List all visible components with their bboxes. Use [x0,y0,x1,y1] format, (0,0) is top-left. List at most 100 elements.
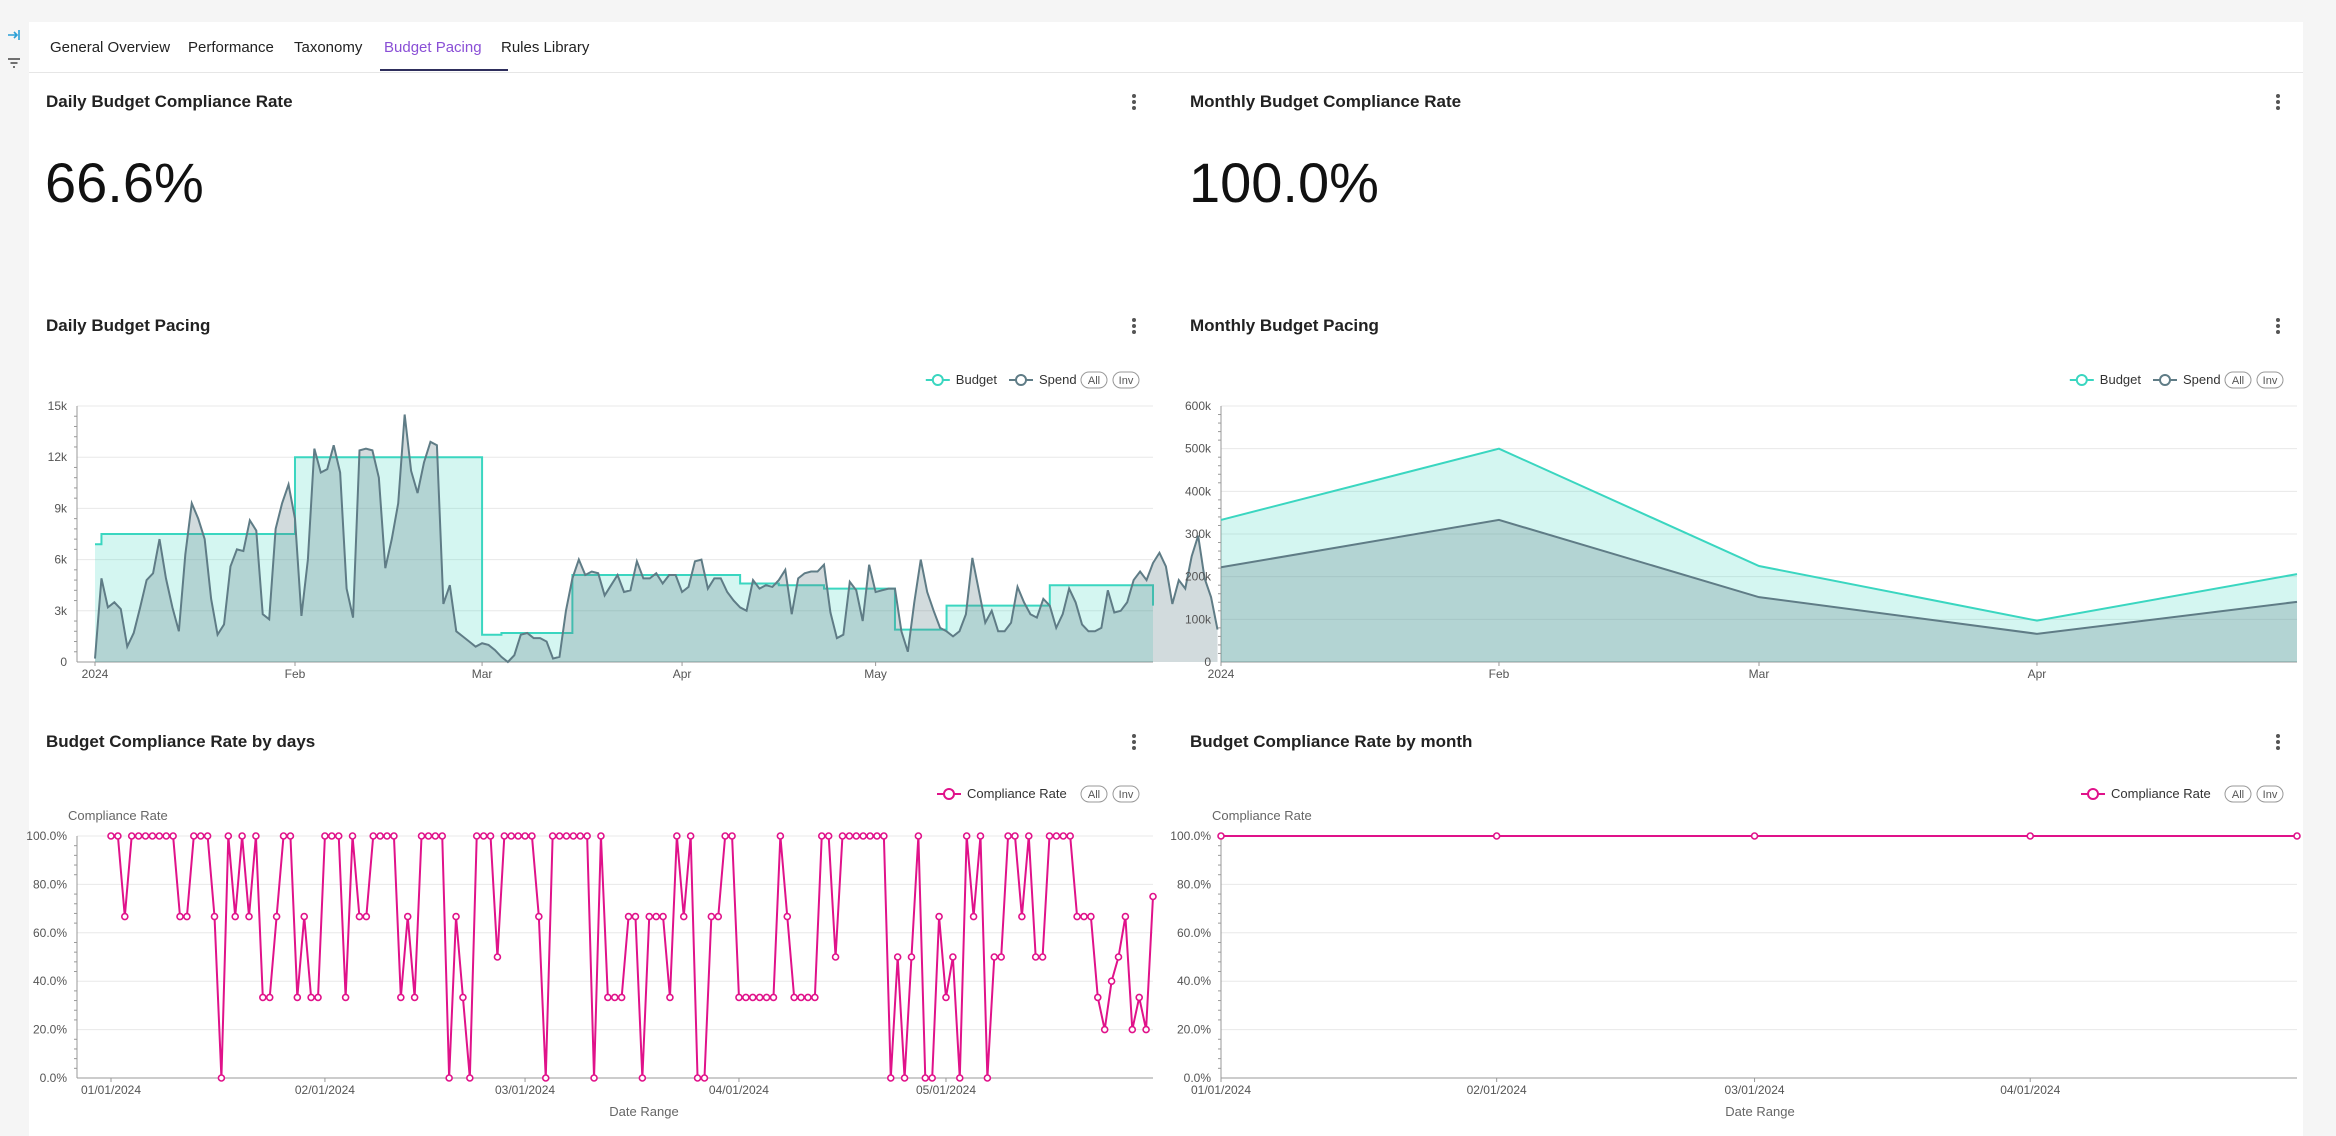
compliance-point [1031,953,1040,961]
compliance-point [203,832,212,840]
compliance-point [1492,832,1501,840]
compliance-point [397,993,405,1002]
x-tick-label: 03/01/2024 [495,1083,555,1097]
compliance-point [369,832,378,840]
left-rail [0,0,28,1136]
compliance-point [845,832,854,840]
kebab-menu-icon[interactable] [2271,315,2285,337]
tab-performance[interactable]: Performance [188,39,274,56]
y-tick-label: 80.0% [33,877,67,891]
compliance-point [362,912,371,921]
compliance-point [721,832,729,840]
kebab-menu-icon[interactable] [2271,731,2285,753]
compliance-point [1004,832,1012,840]
compliance-point [1128,1025,1137,1034]
x-tick-label: 03/01/2024 [1725,1083,1785,1097]
compliance-point [976,832,985,840]
compliance-point [790,993,798,1002]
compliance-point [942,993,950,1002]
compliance-point [562,832,571,840]
compliance-point [217,1074,226,1082]
collapse-right-icon[interactable] [5,26,23,44]
budget-series-line [1220,447,2298,622]
compliance-point [1093,993,1102,1002]
compliance-point [893,953,902,961]
compliance-point [314,993,322,1002]
compliance-point [1750,832,1759,840]
compliance-point [190,832,198,840]
tab-general-overview[interactable]: General Overview [50,39,171,56]
compliance-point [155,832,164,840]
compliance-point [162,832,171,840]
compliance-point [279,832,288,840]
legend-label: Compliance Rate [967,786,1067,801]
compliance-point [693,1074,702,1082]
legend-pill-label: Inv [2263,789,2278,801]
tab-rules-library[interactable]: Rules Library [501,39,590,56]
x-tick-label: 04/01/2024 [709,1083,769,1097]
tab-budget-pacing[interactable]: Budget Pacing [384,39,482,56]
compliance-point [265,993,274,1002]
compliance-point [493,953,502,961]
compliance-point [686,832,695,840]
compliance-point [293,993,302,1002]
budget-series-area [95,457,1153,662]
compliance-point [417,832,426,840]
legend-label: Compliance Rate [2111,786,2211,801]
compliance-point [638,1074,647,1082]
y-tick-label: 0 [60,655,67,669]
compliance-point [127,832,136,840]
compliance-point [500,832,509,840]
compliance-point [728,832,736,840]
compliance-point [1217,832,1225,840]
compliance-point [631,912,640,921]
compliance-point [1121,912,1130,921]
kebab-menu-icon[interactable] [1127,91,1141,113]
daily-compliance-kpi-value: 66.6% [45,151,204,214]
legend-label: Spend [2183,372,2221,387]
compliance-point [548,832,557,840]
compliance-month-title: Budget Compliance Rate by month [1190,732,1473,751]
compliance-point [955,1074,964,1082]
compliance-point [817,832,826,840]
compliance-point [742,993,750,1002]
y-tick-label: 20.0% [1177,1023,1211,1037]
tab-taxonomy[interactable]: Taxonomy [294,39,363,56]
compliance-point [714,912,723,921]
compliance-point [769,993,778,1002]
compliance-point [666,993,674,1002]
y-tick-label: 100.0% [1170,829,1211,843]
compliance-point [645,912,654,921]
compliance-point [990,953,999,961]
compliance-point [431,832,440,840]
y-axis-title: Compliance Rate [68,808,168,823]
compliance-point [459,993,467,1002]
compliance-point [403,912,412,921]
compliance-point [755,993,764,1002]
compliance-point [259,993,267,1002]
compliance-point [245,912,253,921]
y-axis-title: Compliance Rate [1212,808,1312,823]
compliance-point [983,1074,992,1082]
x-axis-title: Date Range [1725,1104,1794,1119]
compliance-point [1142,1025,1150,1034]
compliance-days-chart: Inv All Compliance Rate Compliance Rate 0.0%… [26,785,1157,1119]
compliance-point [804,993,812,1002]
compliance-point [652,912,660,921]
compliance-point [1045,832,1054,840]
compliance-point [1066,832,1074,840]
compliance-point [541,1074,550,1082]
compliance-point [169,832,177,840]
compliance-point [1024,832,1033,840]
filter-icon[interactable] [5,54,23,72]
y-tick-label: 20.0% [33,1023,67,1037]
legend-pill-inv [2256,371,2284,389]
kebab-menu-icon[interactable] [1127,315,1141,337]
kebab-menu-icon[interactable] [2271,91,2285,113]
kebab-menu-icon[interactable] [1127,731,1141,753]
legend-label: Budget [956,372,998,387]
spend-series-line [94,414,1219,664]
compliance-point [838,832,847,840]
compliance-point [997,953,1005,961]
daily-pacing-chart: Inv All Spend Budget 0 3k 6k 9k 12k 15k 2024 Feb Mar… [48,371,1219,681]
